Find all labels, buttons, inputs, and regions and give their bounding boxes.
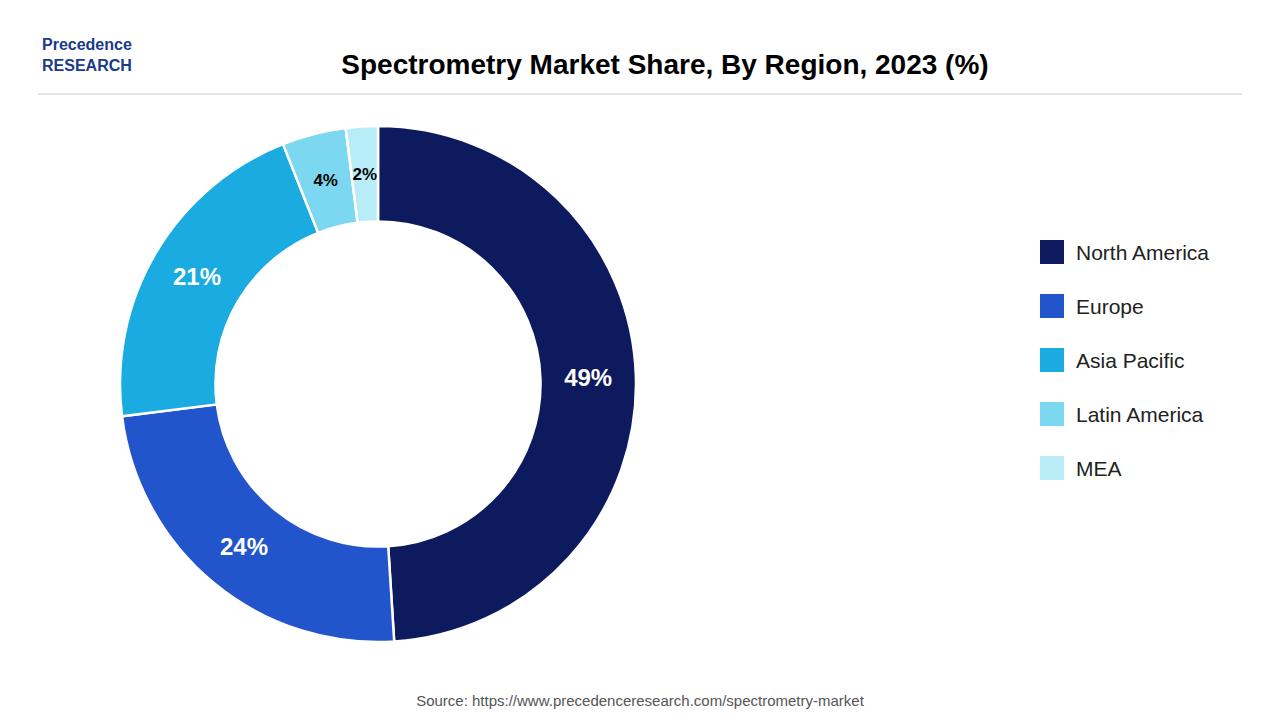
logo-text: RESEARCH — [42, 57, 132, 74]
legend-label: Asia Pacific — [1076, 349, 1185, 372]
data-labels: 49% 24% 21% 4% 2% — [173, 165, 612, 560]
source-text: Source: https://www.precedenceresearch.c… — [416, 692, 865, 709]
legend-label: North America — [1076, 241, 1209, 264]
data-label: 21% — [173, 263, 221, 290]
legend-swatch — [1040, 348, 1064, 372]
legend-swatch — [1040, 240, 1064, 264]
logo-text: Precedence — [42, 36, 132, 53]
separator — [38, 94, 1242, 95]
legend-label: Europe — [1076, 295, 1144, 318]
data-label: 4% — [313, 171, 338, 190]
slice — [378, 126, 636, 641]
data-label: 2% — [353, 165, 378, 184]
slice — [122, 404, 394, 642]
legend-swatch — [1040, 294, 1064, 318]
slices — [120, 126, 636, 642]
chart-container: Precedence RESEARCH Spectrometry Market Sh… — [0, 0, 1280, 720]
legend-label: MEA — [1076, 457, 1122, 480]
legend-swatch — [1040, 456, 1064, 480]
legend-label: Latin America — [1076, 403, 1204, 426]
legend: North America Europe Asia Pacific Latin Ame… — [1040, 240, 1209, 480]
title: Spectrometry Market Share, By Region, 20… — [341, 49, 988, 80]
slice — [120, 144, 318, 416]
legend-swatch — [1040, 402, 1064, 426]
data-label: 49% — [564, 364, 612, 391]
slice — [346, 126, 378, 223]
data-label: 24% — [220, 533, 268, 560]
background — [0, 0, 1280, 720]
chart: Precedence RESEARCH Spectrometry Market Sh… — [0, 0, 1280, 720]
